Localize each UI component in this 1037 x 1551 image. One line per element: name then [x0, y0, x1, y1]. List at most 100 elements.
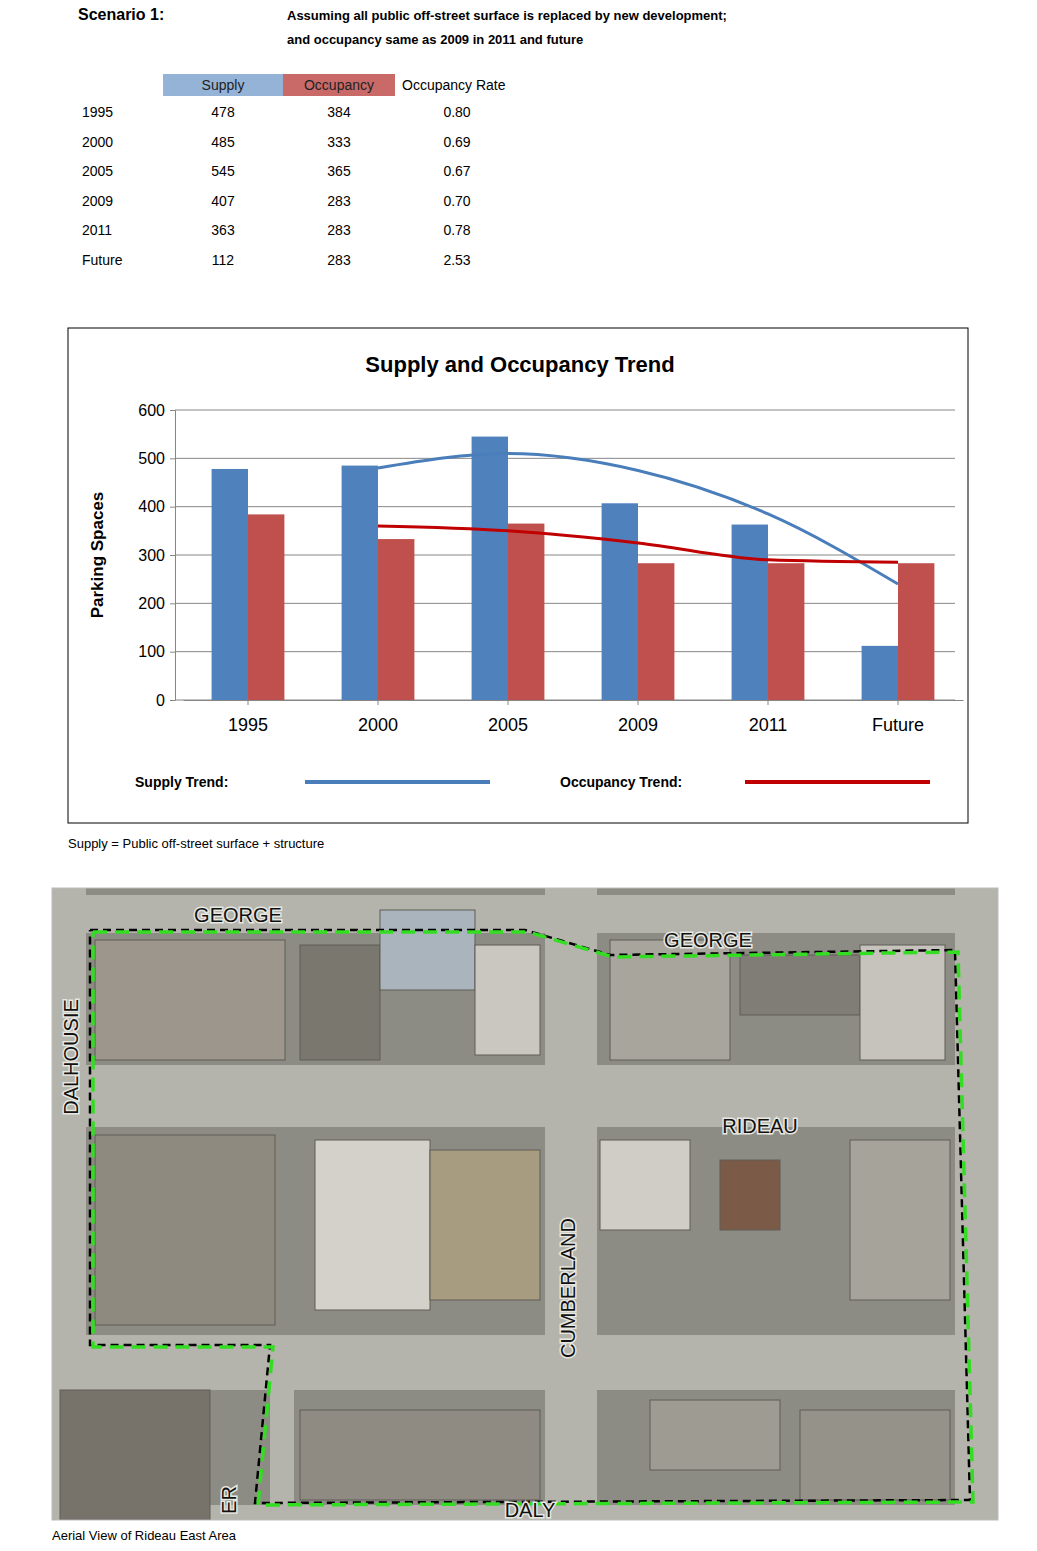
header-description: Assuming all public off-street surface i…: [287, 8, 727, 23]
tick: 2005: [488, 700, 528, 735]
building: [860, 945, 945, 1060]
bar: [212, 469, 248, 700]
tick-mark: [170, 700, 175, 701]
tick-mark: [248, 700, 249, 705]
header-description: and occupancy same as 2009 in 2011 and f…: [287, 32, 583, 47]
table-row-label: 1995: [82, 104, 113, 120]
tick-label: 400: [138, 498, 165, 515]
legend-label: Occupancy Trend:: [560, 774, 682, 790]
tick: 1995: [228, 700, 268, 735]
tick-mark: [638, 700, 639, 705]
tick-mark: [170, 555, 175, 556]
bar: [472, 437, 508, 700]
table-cell: 384: [327, 104, 351, 120]
road: [52, 1335, 998, 1390]
tick-label: 200: [138, 595, 165, 612]
table-row-label: 2011: [82, 222, 112, 238]
building: [720, 1160, 780, 1230]
bar: [248, 514, 284, 700]
legend-swatch: [745, 780, 930, 784]
header-title: Scenario 1:: [78, 6, 164, 23]
tick-label: 500: [138, 450, 165, 467]
table-cell: 0.70: [443, 193, 470, 209]
table-cell: 283: [327, 222, 351, 238]
street-label: DALHOUSIE: [60, 999, 82, 1115]
bar: [378, 539, 414, 700]
building: [315, 1140, 430, 1310]
building: [740, 955, 860, 1015]
table-cell: 0.78: [443, 222, 470, 238]
building: [95, 1135, 275, 1325]
table-cell: 363: [211, 222, 235, 238]
table-row-label: 2009: [82, 193, 113, 209]
street-label: RIDEAU: [722, 1115, 798, 1137]
table-row-label: 2005: [82, 163, 113, 179]
grid-line: [175, 603, 955, 604]
axis-line: [184, 700, 964, 701]
legend-swatch: [305, 780, 490, 784]
table-header: Occupancy Rate: [402, 77, 506, 93]
road: [545, 888, 597, 1520]
table-cell: 407: [211, 193, 235, 209]
table-cell: 2.53: [443, 252, 470, 268]
street-label: ER: [218, 1486, 240, 1514]
bar: [732, 525, 768, 700]
road: [52, 895, 998, 933]
boundary-green: [93, 932, 973, 1505]
building: [95, 940, 285, 1060]
tick-label: Future: [872, 715, 924, 735]
tick-mark: [170, 603, 175, 604]
map-frame: [52, 888, 998, 1520]
building: [475, 945, 540, 1055]
grid-line: [175, 410, 955, 411]
table-cell: 0.80: [443, 104, 470, 120]
tick-mark: [170, 652, 175, 653]
y-axis: 0 100 200 300 400 500 600: [138, 402, 175, 709]
table-cell: 545: [211, 163, 235, 179]
road: [52, 1065, 998, 1127]
bar: [602, 503, 638, 700]
table-cell: 283: [327, 252, 351, 268]
tick: 200: [138, 595, 175, 612]
tick-label: 0: [156, 692, 165, 709]
building: [800, 1410, 950, 1500]
building: [850, 1140, 950, 1300]
tick-label: 100: [138, 643, 165, 660]
building: [300, 1410, 540, 1500]
tick-mark: [508, 700, 509, 705]
building: [380, 910, 475, 990]
grid: [175, 410, 955, 700]
tick-label: 2011: [749, 715, 788, 735]
tick-label: 2000: [358, 715, 398, 735]
building: [300, 945, 380, 1060]
bar: [898, 563, 934, 700]
tick: 2000: [358, 700, 398, 735]
x-axis: 1995 2000 2005 2009 2011 Future: [184, 700, 964, 735]
street-label: CUMBERLAND: [557, 1218, 579, 1358]
street-label: DALY: [505, 1499, 556, 1521]
map-ground: [52, 888, 998, 1520]
legend-label: Supply Trend:: [135, 774, 228, 790]
bar: [508, 524, 544, 700]
table-header: Supply: [202, 77, 245, 93]
tick: 0: [156, 692, 175, 709]
tick-label: 2009: [618, 715, 658, 735]
tick-mark: [378, 700, 379, 705]
tick-label: 300: [138, 547, 165, 564]
tick: 2011: [749, 700, 788, 735]
tick-label: 2005: [488, 715, 528, 735]
building: [430, 1150, 540, 1300]
table-cell: 333: [327, 134, 351, 150]
boundary-black: [90, 930, 970, 1503]
tick-mark: [768, 700, 769, 705]
chart-title: Supply and Occupancy Trend: [365, 352, 674, 377]
map-caption: Aerial View of Rideau East Area: [52, 1528, 237, 1543]
axis-line: [170, 411, 176, 701]
building: [60, 1390, 210, 1520]
table-cell: 365: [327, 163, 351, 179]
tick: 300: [138, 547, 175, 564]
tick-label: 600: [138, 402, 165, 419]
table-cell: 478: [211, 104, 235, 120]
tick-label: 1995: [228, 715, 268, 735]
bar: [342, 466, 378, 700]
